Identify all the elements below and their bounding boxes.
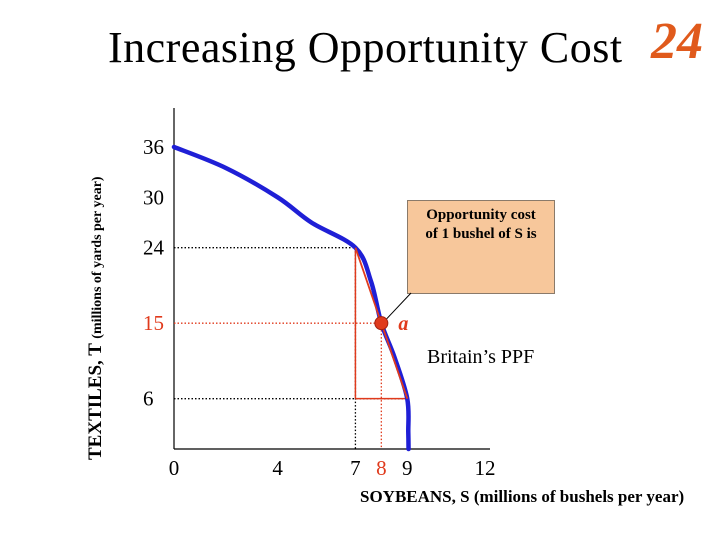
callout-line-1: Opportunity cost bbox=[426, 207, 536, 223]
x-tick-label-4: 4 bbox=[272, 456, 283, 480]
callout-pointer bbox=[385, 292, 412, 320]
callout-line-2: of 1 bushel of S is bbox=[425, 226, 537, 242]
page-title: Increasing Opportunity Cost bbox=[108, 23, 623, 72]
y-tick-label-24: 24 bbox=[143, 236, 165, 260]
x-tick-label-0: 0 bbox=[169, 456, 180, 480]
x-tick-label-8: 8 bbox=[376, 456, 387, 480]
x-tick-label-9: 9 bbox=[402, 456, 413, 480]
y-tick-label-15: 15 bbox=[143, 311, 164, 335]
ppf-curve bbox=[171, 144, 411, 452]
slide-number: 24 bbox=[651, 13, 703, 70]
point-a-label: a bbox=[398, 313, 408, 335]
y-tick-label-30: 30 bbox=[143, 185, 164, 209]
x-tick-label-12: 12 bbox=[475, 456, 496, 480]
y-tick-label-36: 36 bbox=[143, 135, 164, 159]
y-tick-label-6: 6 bbox=[143, 387, 154, 411]
x-tick-label-7: 7 bbox=[350, 456, 361, 480]
point-a-marker bbox=[374, 316, 389, 331]
ppf-label: Britain’s PPF bbox=[427, 346, 535, 368]
x-axis-label: SOYBEANS, S (millions of bushels per yea… bbox=[360, 487, 685, 506]
opportunity-cost-callout: Opportunity cost of 1 bushel of S is bbox=[407, 200, 555, 294]
